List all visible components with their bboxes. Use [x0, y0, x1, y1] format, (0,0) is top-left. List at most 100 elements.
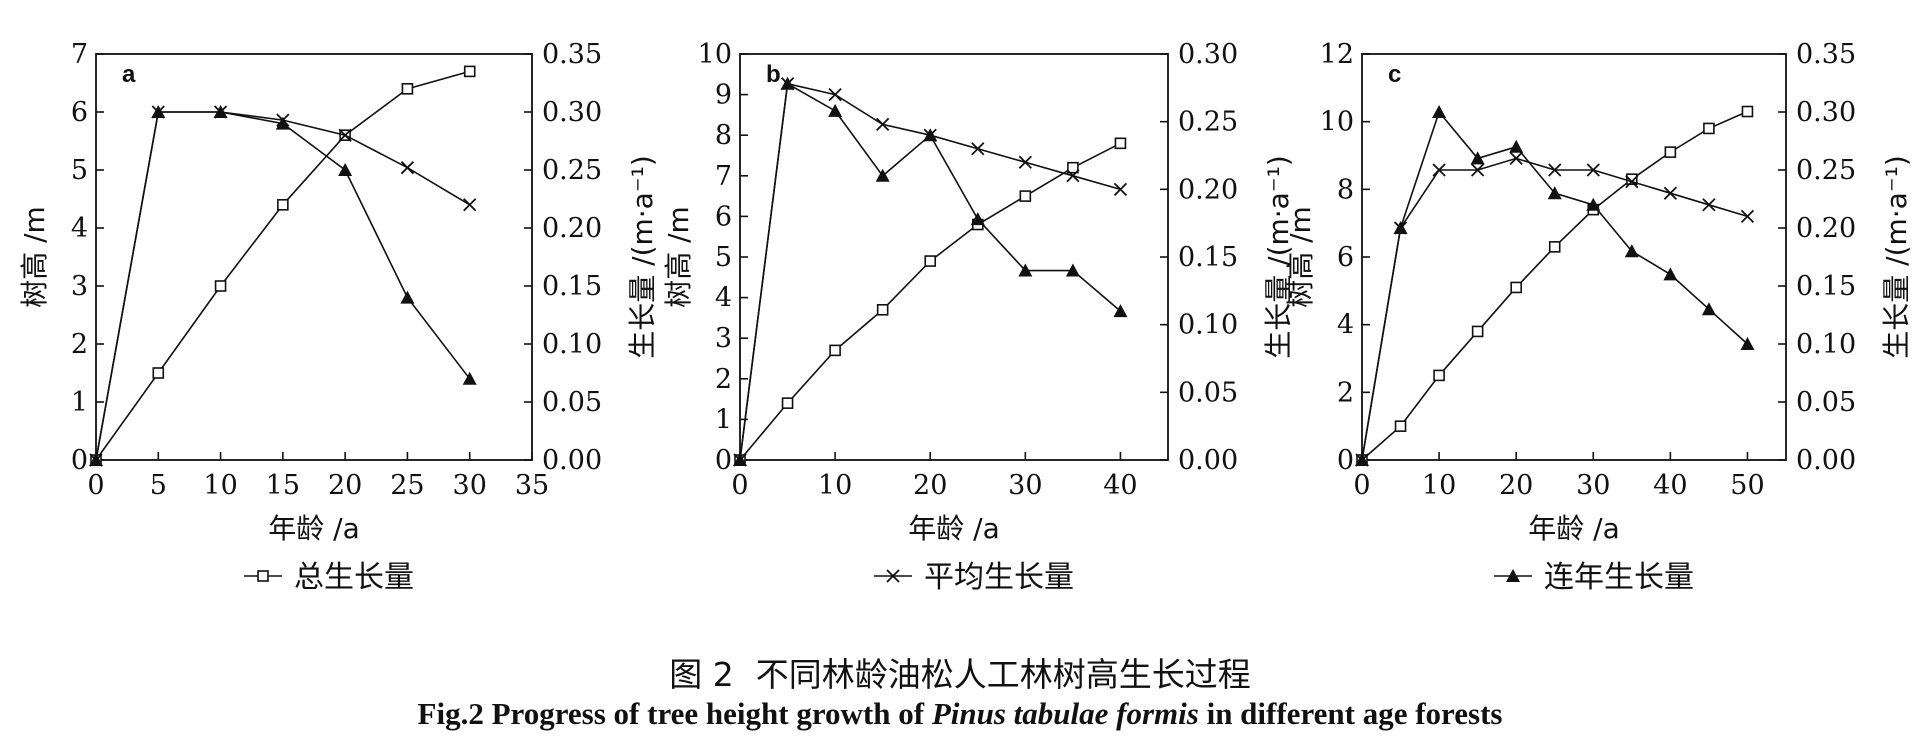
data-point [828, 87, 842, 102]
y-left-tick-label: 7 [71, 39, 88, 70]
data-point [1510, 281, 1522, 294]
y-left-tick-label: 6 [1337, 242, 1354, 273]
x-tick-label: 20 [1499, 470, 1533, 501]
y-right-tick-label: 0.00 [542, 445, 602, 476]
data-point [971, 142, 985, 156]
series-triangle [1355, 105, 1755, 466]
data-point [1664, 146, 1677, 158]
data-point [876, 117, 890, 132]
x-tick-label: 35 [515, 470, 549, 501]
y-right-tick-label: 0.05 [1796, 387, 1856, 418]
data-point [1019, 190, 1032, 202]
data-point [829, 344, 841, 357]
y-left-tick-label: 5 [71, 155, 88, 186]
data-point [151, 105, 166, 118]
data-point [1355, 453, 1369, 466]
y-right-tick-label: 0.15 [1178, 242, 1238, 273]
legend-marker [886, 569, 900, 583]
y-left-tick-label: 9 [715, 80, 732, 111]
data-point [1586, 163, 1600, 177]
data-point [1509, 139, 1524, 153]
data-point [1547, 186, 1562, 200]
chart-panel-b: b 0 10 20 30 40 0 1 2 3 4 5 6 7 8 9 10 0.00 0.05 0.10 0.15 0.… [662, 39, 1295, 595]
data-point [1625, 174, 1639, 189]
y-left-tick-label: 8 [1337, 174, 1354, 205]
data-point [781, 397, 794, 409]
panel-label: c [1388, 61, 1401, 88]
caption-english-prefix: Fig.2 Progress of tree height growth of [417, 696, 925, 731]
legend: 连年生长量 [1494, 560, 1694, 595]
y-left-tick-label: 2 [715, 364, 732, 395]
y-right-tick-label: 0.30 [542, 97, 602, 128]
x-tick-label: 50 [1730, 470, 1764, 501]
data-point [1740, 209, 1755, 224]
y-left-tick-label: 6 [715, 201, 732, 232]
y-left-tick-label: 6 [71, 97, 88, 128]
y-right-tick-label: 0.05 [542, 387, 602, 418]
plot-frame [739, 53, 1169, 461]
data-point [970, 212, 985, 226]
data-point [463, 198, 477, 212]
data-point [1018, 263, 1033, 277]
y-left-axis-title: 树高 /m [1284, 206, 1317, 308]
plot-frame [1361, 53, 1787, 461]
legend-label: 连年生长量 [1544, 560, 1694, 595]
caption-chinese-title: 不同林龄油松人工林树高生长过程 [755, 655, 1251, 694]
x-axis-title: 年龄 /a [908, 512, 1000, 545]
data-point [1433, 369, 1445, 382]
caption-chinese: 图 2 不同林龄油松人工林树高生长过程 [0, 648, 1920, 696]
caption-figure-number: 图 2 [669, 655, 734, 694]
y-right-tick-label: 0.25 [1796, 155, 1856, 186]
data-point [152, 367, 165, 379]
y-left-tick-label: 3 [71, 271, 88, 302]
series-square [1356, 105, 1754, 466]
chart-panel-a: a 0 5 10 15 20 25 30 35 0 1 2 3 4 5 6 7 0.00 0.05 0.10 0.15 0… [18, 39, 659, 595]
y-left-axis-title: 树高 /m [18, 206, 51, 308]
x-tick-label: 10 [818, 470, 852, 501]
series-square [734, 137, 1127, 466]
data-point [1065, 263, 1080, 277]
data-point [1470, 151, 1485, 165]
y-right-tick-label: 0.05 [1178, 377, 1238, 408]
y-right-axis-title: 生长量 /(m·a⁻¹) [626, 155, 659, 359]
y-right-axis-title: 生长量 /(m·a⁻¹) [1262, 155, 1295, 359]
x-tick-label: 40 [1653, 470, 1687, 501]
x-axis-title: 年龄 /a [268, 512, 360, 545]
caption-species-name: Pinus tabulae formis [931, 696, 1199, 731]
y-left-tick-label: 4 [71, 213, 88, 244]
y-left-tick-label: 10 [698, 39, 732, 70]
x-tick-label: 0 [87, 470, 104, 501]
data-point [1471, 325, 1484, 338]
x-tick-label: 15 [266, 470, 300, 501]
y-right-tick-label: 0.00 [1796, 445, 1856, 476]
y-right-tick-label: 0.20 [1796, 213, 1856, 244]
legend-label: 总生长量 [294, 560, 414, 595]
legend-marker [1506, 569, 1520, 582]
data-point [1509, 151, 1523, 166]
y-right-tick-label: 0.15 [542, 271, 602, 302]
data-point [1663, 186, 1677, 200]
plot-frame [95, 53, 533, 461]
x-tick-label: 10 [1422, 470, 1456, 501]
y-left-tick-label: 0 [715, 445, 732, 476]
series-line [1361, 110, 1748, 461]
y-right-tick-label: 0.10 [1178, 310, 1238, 341]
caption-english: Fig.2 Progress of tree height growth of … [0, 696, 1920, 732]
data-point [733, 453, 747, 466]
x-tick-label: 25 [390, 470, 424, 501]
y-right-tick-label: 0.10 [1796, 329, 1856, 360]
x-tick-label: 5 [150, 470, 167, 501]
data-point [875, 168, 890, 182]
data-point [1114, 137, 1127, 150]
data-point [780, 76, 795, 90]
data-point [876, 303, 889, 316]
data-point [1113, 304, 1128, 318]
data-point [462, 371, 477, 385]
x-tick-label: 20 [913, 470, 947, 501]
series-line [95, 70, 470, 461]
y-right-tick-label: 0.15 [1796, 271, 1856, 302]
panel-label: a [122, 61, 136, 88]
data-point [1394, 420, 1407, 432]
chart-panel-c: c 0 10 20 30 40 50 0 2 4 6 8 10 12 0.00 0.05 0.10 0.15 0.2… [1284, 39, 1913, 595]
legend-marker [257, 570, 269, 582]
